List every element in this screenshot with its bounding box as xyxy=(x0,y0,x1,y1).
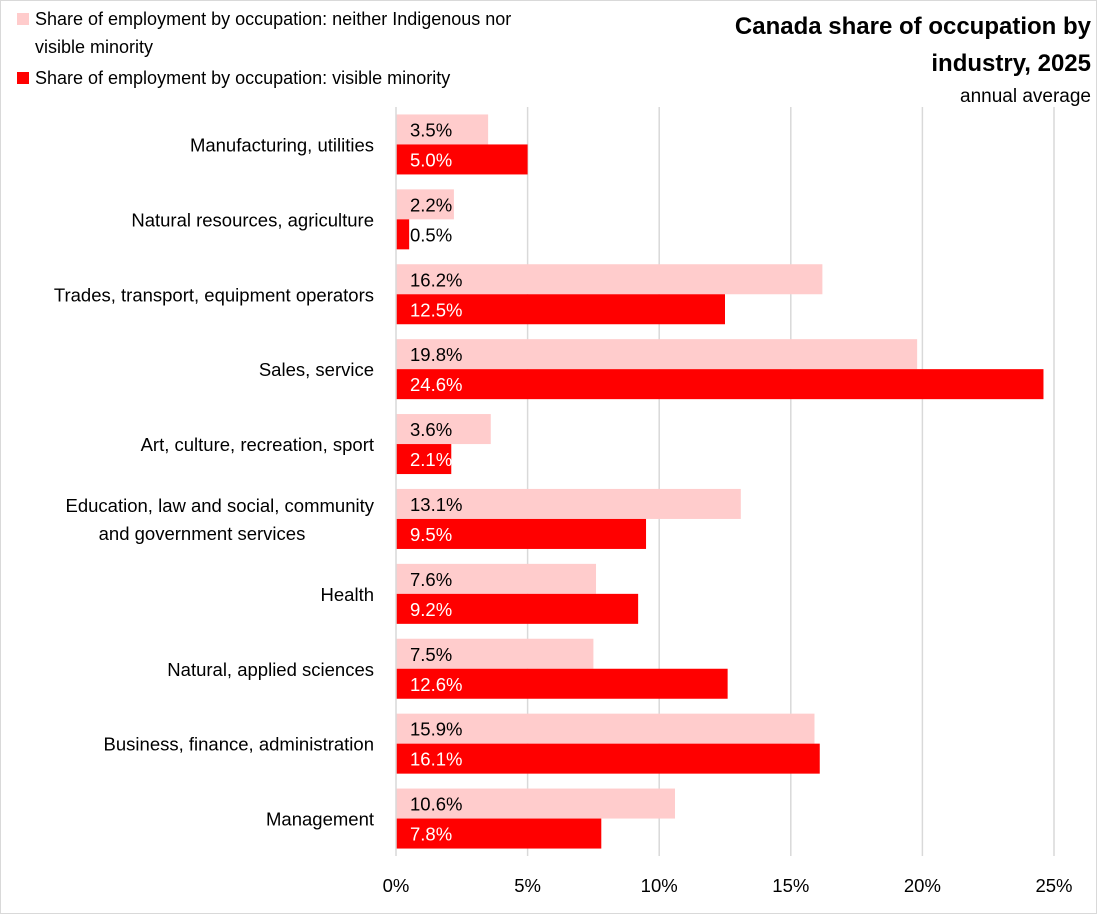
data-label: 9.2% xyxy=(410,599,452,620)
bar-neither-indigenous xyxy=(396,114,489,145)
x-tick-label: 0% xyxy=(383,875,410,896)
data-label: 24.6% xyxy=(410,374,462,395)
data-label: 12.6% xyxy=(410,674,462,695)
data-label: 12.5% xyxy=(410,299,462,320)
bar-neither-indigenous xyxy=(396,488,741,519)
data-label: 5.0% xyxy=(410,149,452,170)
category-label: Education, law and social, community xyxy=(66,495,375,516)
bar-visible-minority xyxy=(396,444,452,475)
chart-title: industry, 2025 xyxy=(931,50,1091,77)
x-tick-label: 5% xyxy=(514,875,541,896)
data-label: 15.9% xyxy=(410,719,462,740)
category-label: Natural, applied sciences xyxy=(167,659,374,680)
data-label: 16.2% xyxy=(410,269,462,290)
x-tick-label: 20% xyxy=(904,875,941,896)
legend-swatch xyxy=(17,13,29,25)
bar-visible-minority xyxy=(396,743,820,774)
chart-title: Canada share of occupation by xyxy=(735,13,1092,40)
chart-subtitle: annual average xyxy=(960,86,1091,107)
data-label: 0.5% xyxy=(410,224,452,245)
bar-neither-indigenous xyxy=(396,713,815,744)
bar-visible-minority xyxy=(396,219,410,250)
bar-neither-indigenous xyxy=(396,339,918,370)
bar-neither-indigenous xyxy=(396,788,675,819)
data-label: 7.8% xyxy=(410,824,452,845)
data-label: 7.5% xyxy=(410,644,452,665)
data-label: 13.1% xyxy=(410,494,462,515)
category-label: Health xyxy=(321,584,374,605)
bar-visible-minority xyxy=(396,369,1044,400)
category-label: Sales, service xyxy=(259,359,374,380)
bar-neither-indigenous xyxy=(396,638,594,669)
data-label: 7.6% xyxy=(410,569,452,590)
x-tick-label: 25% xyxy=(1035,875,1072,896)
category-label: Business, finance, administration xyxy=(104,734,374,755)
legend-label: Share of employment by occupation: neith… xyxy=(35,9,511,29)
data-label: 10.6% xyxy=(410,794,462,815)
category-label: Manufacturing, utilities xyxy=(190,134,374,155)
bar-neither-indigenous xyxy=(396,189,454,220)
x-tick-label: 10% xyxy=(641,875,678,896)
x-tick-label: 15% xyxy=(772,875,809,896)
legend-label: Share of employment by occupation: visib… xyxy=(35,68,450,88)
category-label: Art, culture, recreation, sport xyxy=(141,434,374,455)
data-label: 9.5% xyxy=(410,524,452,545)
data-label: 16.1% xyxy=(410,749,462,770)
data-label: 19.8% xyxy=(410,344,462,365)
category-label: and government services xyxy=(99,523,306,544)
category-label: Trades, transport, equipment operators xyxy=(54,284,374,305)
data-label: 2.1% xyxy=(410,449,452,470)
bar-neither-indigenous xyxy=(396,563,597,594)
category-label: Natural resources, agriculture xyxy=(131,209,374,230)
legend-label: visible minority xyxy=(35,37,153,57)
bar-neither-indigenous xyxy=(396,264,823,295)
bar-neither-indigenous xyxy=(396,414,491,445)
bar-visible-minority xyxy=(396,294,725,325)
bar-visible-minority xyxy=(396,818,602,849)
data-label: 2.2% xyxy=(410,194,452,215)
bar-visible-minority xyxy=(396,144,528,175)
legend-swatch xyxy=(17,72,29,84)
data-label: 3.6% xyxy=(410,419,452,440)
data-label: 3.5% xyxy=(410,119,452,140)
category-label: Management xyxy=(266,809,374,830)
bar-visible-minority xyxy=(396,518,647,549)
bar-visible-minority xyxy=(396,593,639,624)
bar-visible-minority xyxy=(396,668,728,699)
